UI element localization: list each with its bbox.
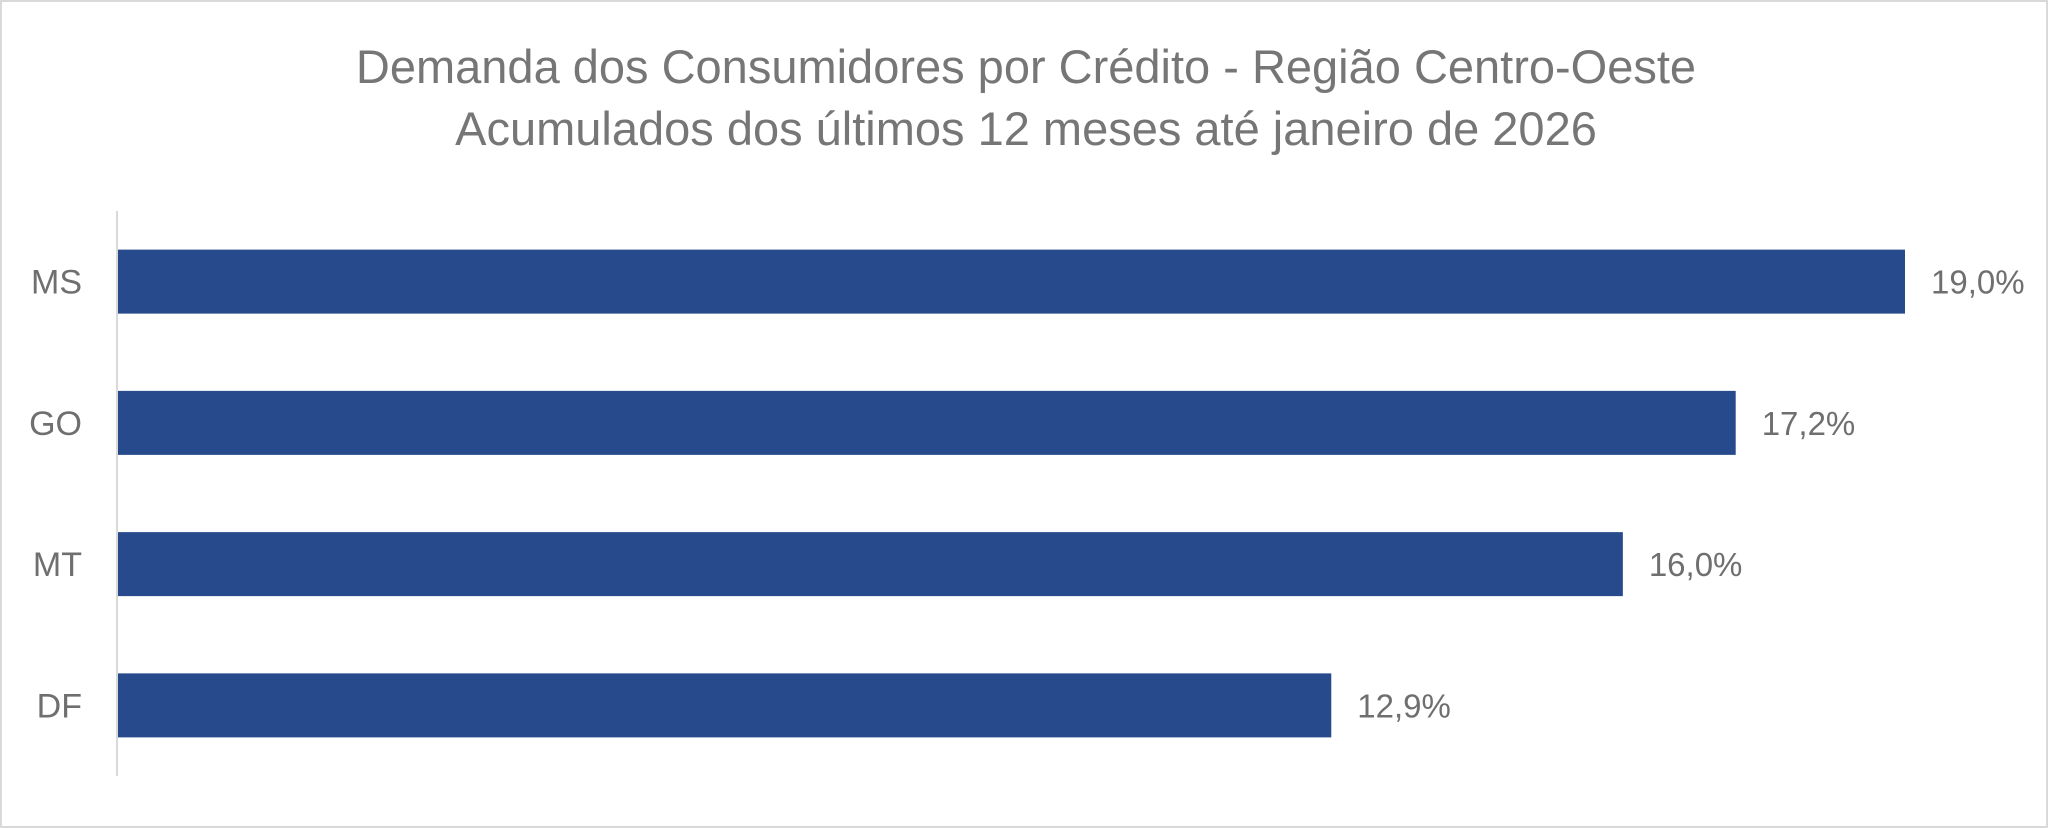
value-label-df: 12,9% [1357,687,1451,724]
chart-title: Demanda dos Consumidores por Crédito - R… [355,40,1697,93]
category-label-mt: MT [33,546,82,584]
category-label-df: DF [37,687,82,725]
category-label-go: GO [29,405,82,443]
bar-series [118,249,1905,738]
value-label-ms: 19,0% [1931,264,2025,301]
chart-subtitle: Acumulados dos últimos 12 meses até jane… [455,102,1597,155]
chart-title-block: Demanda dos Consumidores por Crédito - R… [2,36,2048,160]
bar-ms [118,249,1905,314]
category-labels: MS GO MT DF [29,264,82,726]
bar-df [118,673,1332,738]
value-labels: 19,0% 17,2% 16,0% 12,9% [1357,264,2024,725]
category-label-ms: MS [31,264,82,302]
value-label-mt: 16,0% [1649,546,1743,583]
bar-go [118,390,1736,455]
value-label-go: 17,2% [1762,405,1856,442]
bar-mt [118,532,1623,597]
